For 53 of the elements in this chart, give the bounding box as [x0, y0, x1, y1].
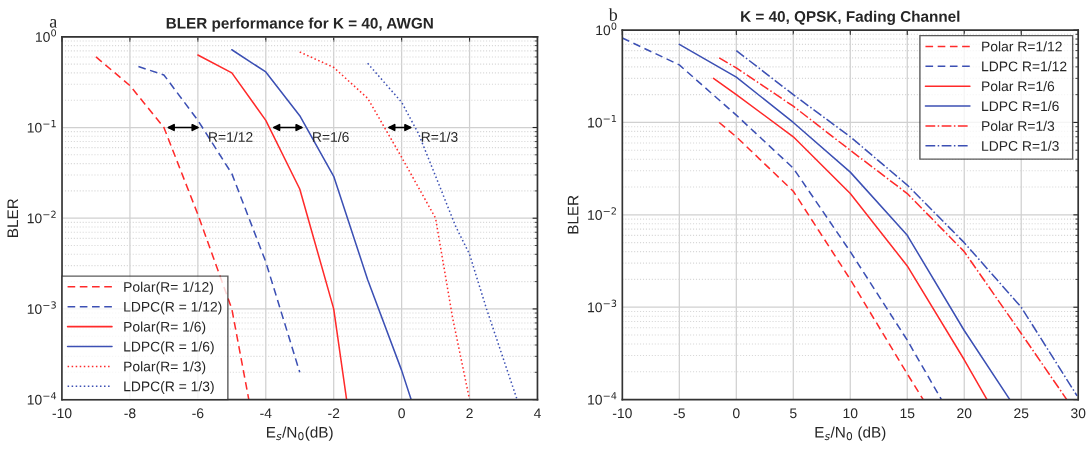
annotation: R=1/6 [313, 131, 349, 142]
x-tick-label: 4 [533, 408, 541, 419]
x-tick-label: 0 [398, 408, 405, 419]
x-tick-label: -2 [328, 408, 340, 419]
y-tick-label: 10$^{−2}$ [588, 207, 616, 220]
x-tick-label: -10 [612, 408, 632, 419]
x-tick-label: 20 [957, 408, 972, 419]
x-tick-label: 15 [900, 408, 915, 419]
x-tick-label: 30 [1071, 408, 1086, 419]
chart-title: K = 40, QPSK, Fading Channel [741, 10, 960, 25]
y-tick-label: 10$^{−4}$ [588, 392, 617, 405]
annotation: R=1/3 [421, 131, 458, 142]
legend-label: Polar(R= 1/12) [124, 281, 213, 295]
x-tick-label: -6 [192, 408, 204, 419]
legend-label: Polar R=1/3 [982, 120, 1055, 131]
x-tick-label: 25 [1014, 408, 1029, 419]
x-tick-label: -8 [124, 408, 136, 419]
chart-title: BLER performance for K = 40, AWGN [166, 17, 433, 32]
legend-label: LDPC(R = 1/6) [124, 341, 214, 355]
y-tick-label: 10$^{−1}$ [27, 120, 56, 133]
y-tick-label: 10$^{−4}$ [27, 392, 57, 405]
line-series [718, 121, 924, 400]
y-tick-label: 10$^{−3}$ [27, 301, 56, 314]
x-axis-title: E$_{s}$/N$_{0}$ (dB) [815, 426, 886, 441]
y-tick-label: 10$^{−1}$ [588, 115, 617, 128]
legend-label: LDPC R=1/12 [982, 61, 1067, 72]
annotation: R=1/12 [209, 131, 253, 142]
legend-label: LDPC R=1/6 [982, 100, 1059, 112]
text: a [49, 19, 58, 28]
line-series [366, 62, 518, 400]
y-axis-title: BLER [567, 195, 579, 234]
x-tick-label: 2 [466, 408, 473, 419]
x-tick-label: -5 [673, 408, 685, 419]
legend-label: Polar R=1/6 [982, 80, 1055, 92]
y-tick-label: 10$^{0}$ [596, 22, 617, 36]
legend-label: LDPC R=1/3 [982, 140, 1059, 151]
x-tick-label: 0 [732, 408, 740, 419]
legend-label: Polar(R= 1/3) [124, 361, 206, 375]
text: b [608, 8, 618, 21]
x-tick-label: -4 [260, 408, 272, 419]
legend-label: Polar(R= 1/6) [124, 321, 206, 335]
x-tick-label: 5 [789, 408, 797, 419]
y-tick-label: 10$^{0}$ [35, 29, 57, 42]
x-axis-title: E$_{s}$/N$_{0}$(dB) [267, 426, 333, 441]
y-axis-title: BLER [7, 198, 19, 237]
x-tick-label: -10 [52, 408, 72, 419]
legend-label: LDPC(R = 1/12) [124, 301, 222, 315]
legend-label: LDPC(R = 1/3) [124, 381, 214, 395]
y-tick-label: 10$^{−3}$ [588, 299, 617, 313]
x-tick-label: 10 [843, 408, 858, 419]
y-tick-label: 10$^{−2}$ [27, 210, 56, 224]
legend-label: Polar R=1/12 [982, 41, 1062, 52]
line-series [622, 37, 943, 400]
